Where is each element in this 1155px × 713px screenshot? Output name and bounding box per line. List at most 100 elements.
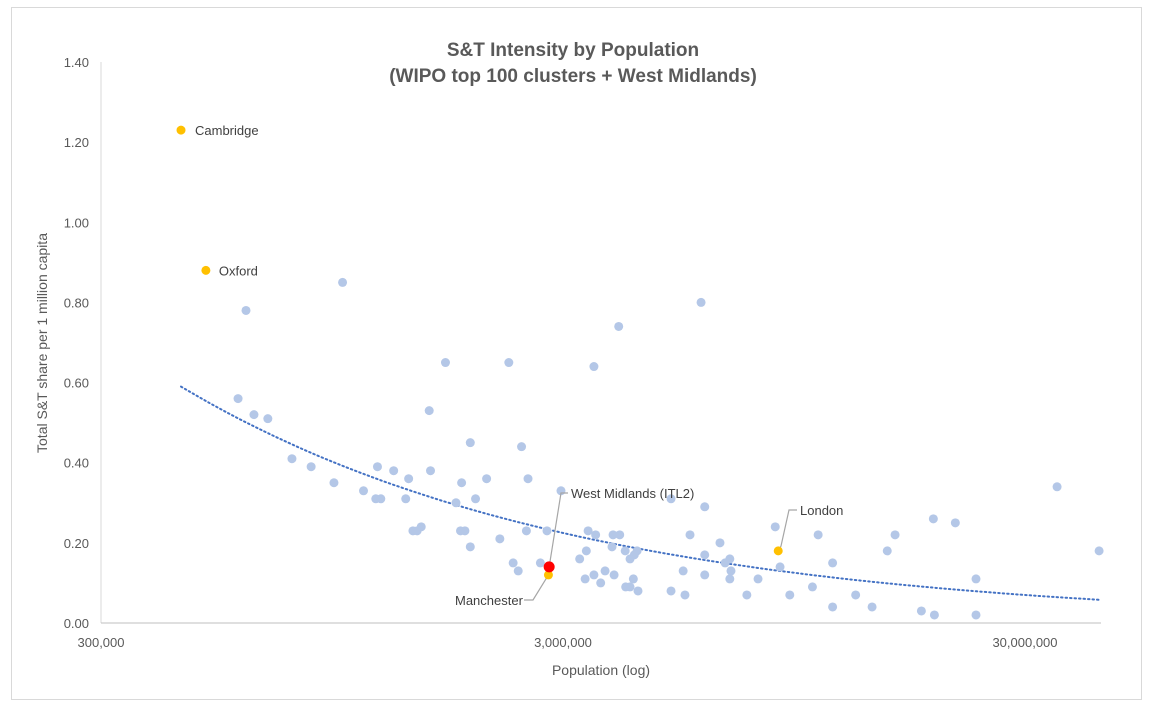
cluster-point bbox=[828, 558, 838, 568]
cluster-point bbox=[609, 570, 619, 580]
cluster-point bbox=[882, 546, 892, 556]
chart-title-line-1: S&T Intensity by Population bbox=[447, 40, 699, 61]
y-tick-label: 0.00 bbox=[64, 616, 89, 631]
cluster-point bbox=[813, 530, 823, 540]
y-tick-label: 0.80 bbox=[64, 295, 89, 310]
cluster-point bbox=[685, 530, 695, 540]
cluster-point bbox=[412, 526, 422, 536]
x-tick-label: 3,000,000 bbox=[534, 635, 592, 650]
cluster-point bbox=[625, 554, 635, 564]
cluster-point bbox=[770, 522, 780, 532]
cluster-point bbox=[633, 586, 643, 596]
cluster-point bbox=[535, 558, 545, 568]
cluster-point bbox=[589, 570, 599, 580]
cluster-point bbox=[775, 562, 785, 572]
cluster-point bbox=[329, 478, 339, 488]
cluster-point bbox=[581, 546, 591, 556]
cluster-point bbox=[359, 486, 369, 496]
cluster-point bbox=[523, 474, 533, 484]
cluster-point bbox=[615, 530, 625, 540]
cluster-point bbox=[596, 578, 606, 588]
cluster-point bbox=[785, 590, 795, 600]
cluster-point bbox=[608, 530, 618, 540]
cluster-point bbox=[971, 610, 981, 620]
y-tick-label: 1.40 bbox=[64, 55, 89, 70]
cluster-point bbox=[495, 534, 505, 544]
cluster-point bbox=[542, 526, 552, 536]
cluster-point bbox=[700, 502, 710, 512]
cluster-point bbox=[666, 586, 676, 596]
y-tick-label: 1.20 bbox=[64, 135, 89, 150]
cluster-point bbox=[233, 394, 243, 404]
x-axis-label: Population (log) bbox=[552, 662, 650, 678]
cluster-point bbox=[700, 550, 710, 560]
cluster-point bbox=[607, 542, 617, 552]
point-annotation-label: West Midlands (ITL2) bbox=[571, 486, 694, 501]
cluster-point bbox=[401, 494, 411, 504]
cluster-point bbox=[851, 590, 861, 600]
cluster-point bbox=[508, 558, 518, 568]
cluster-point bbox=[678, 566, 688, 576]
cluster-point bbox=[666, 494, 676, 504]
highlight-point bbox=[543, 570, 553, 580]
cluster-point bbox=[696, 297, 706, 307]
y-tick-label: 0.60 bbox=[64, 376, 89, 391]
cluster-point bbox=[424, 406, 434, 416]
cluster-point bbox=[1052, 482, 1062, 492]
highlight-point bbox=[773, 546, 783, 556]
cluster-point bbox=[807, 582, 817, 592]
cluster-point bbox=[465, 438, 475, 448]
y-tick-label: 1.00 bbox=[64, 215, 89, 230]
y-axis-label: Total S&T share per 1 million capita bbox=[34, 233, 50, 453]
cluster-point bbox=[575, 554, 585, 564]
cluster-point bbox=[726, 566, 736, 576]
cluster-point bbox=[700, 570, 710, 580]
annotation-leader-line bbox=[548, 492, 568, 567]
cluster-point bbox=[376, 494, 386, 504]
cluster-point bbox=[440, 358, 450, 368]
cluster-point bbox=[426, 466, 436, 476]
cluster-point bbox=[591, 530, 601, 540]
cluster-point bbox=[715, 538, 725, 548]
cluster-point bbox=[625, 582, 635, 592]
chart-title-line-2: (WIPO top 100 clusters + West Midlands) bbox=[389, 66, 757, 87]
highlight-point bbox=[176, 125, 186, 135]
cluster-point bbox=[465, 542, 475, 552]
chart-frame bbox=[11, 7, 1142, 700]
cluster-point bbox=[263, 414, 273, 424]
highlight-point bbox=[543, 561, 555, 573]
annotation-leader-line bbox=[524, 574, 549, 601]
cluster-point bbox=[389, 466, 399, 476]
cluster-point bbox=[287, 454, 297, 464]
cluster-point bbox=[513, 566, 523, 576]
cluster-point bbox=[504, 358, 514, 368]
cluster-point bbox=[928, 514, 938, 524]
cluster-point bbox=[1094, 546, 1104, 556]
x-tick-label: 30,000,000 bbox=[992, 635, 1057, 650]
cluster-point bbox=[306, 462, 316, 472]
cluster-point bbox=[249, 410, 259, 420]
cluster-point bbox=[482, 474, 492, 484]
cluster-point bbox=[628, 574, 638, 584]
cluster-point bbox=[580, 574, 590, 584]
cluster-point bbox=[867, 602, 877, 612]
point-annotation-label: Oxford bbox=[219, 263, 258, 278]
cluster-point bbox=[589, 362, 599, 372]
cluster-point bbox=[471, 494, 481, 504]
cluster-point bbox=[600, 566, 610, 576]
x-tick-label: 300,000 bbox=[78, 635, 125, 650]
cluster-point bbox=[451, 498, 461, 508]
cluster-point bbox=[929, 610, 939, 620]
cluster-point bbox=[338, 277, 348, 287]
annotation-leader-line bbox=[777, 509, 797, 552]
cluster-point bbox=[890, 530, 900, 540]
cluster-point bbox=[372, 462, 382, 472]
cluster-point bbox=[583, 526, 593, 536]
highlight-point bbox=[201, 265, 211, 275]
y-tick-label: 0.20 bbox=[64, 536, 89, 551]
y-tick-label: 0.40 bbox=[64, 456, 89, 471]
cluster-point bbox=[725, 554, 735, 564]
cluster-point bbox=[620, 546, 630, 556]
cluster-point bbox=[828, 602, 838, 612]
cluster-point bbox=[916, 606, 926, 616]
